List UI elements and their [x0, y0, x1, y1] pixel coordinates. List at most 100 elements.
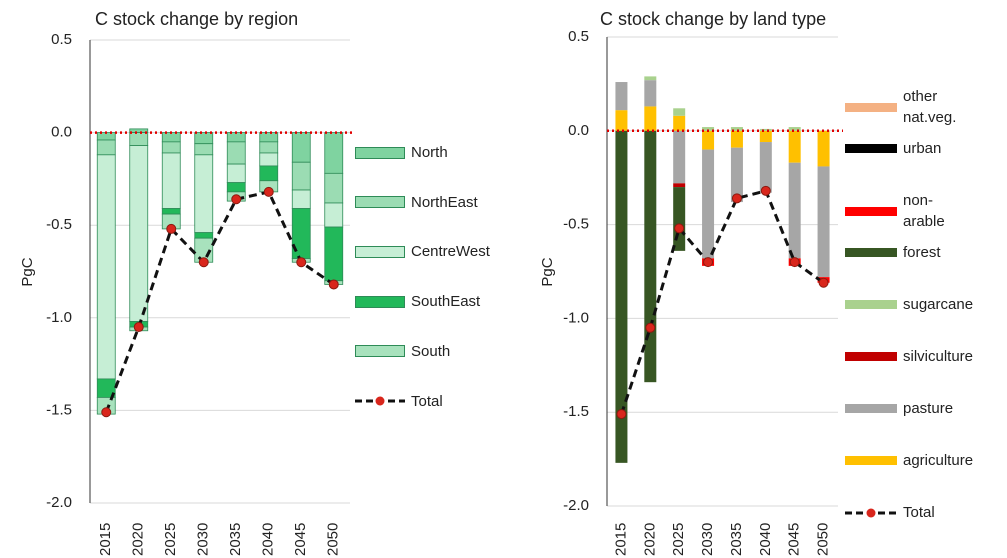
- total-marker: [231, 194, 242, 205]
- bar-segment: [788, 127, 801, 131]
- total-marker: [760, 185, 771, 196]
- legend-label: urban: [903, 140, 942, 157]
- legend-swatch: [845, 508, 897, 517]
- bar-segment: [615, 130, 628, 463]
- legend-item: non-arable: [845, 190, 945, 232]
- bar-segment: [226, 163, 246, 184]
- legend-swatch: [845, 144, 897, 153]
- bar-segment: [759, 130, 772, 143]
- total-marker: [328, 279, 339, 290]
- legend-item: silviculture: [845, 346, 973, 367]
- y-tick-label: -1.5: [46, 401, 72, 418]
- bar-segment: [96, 154, 116, 380]
- y-tick-label: -0.5: [563, 216, 589, 233]
- legend-label: silviculture: [903, 348, 974, 365]
- bar-segment: [673, 130, 686, 184]
- x-tick-label: 2015: [97, 523, 114, 556]
- x-tick-label: 2015: [612, 523, 629, 556]
- total-marker: [645, 322, 656, 333]
- x-tick-label: 2040: [260, 523, 277, 556]
- bar-segment: [759, 142, 772, 193]
- legend-item: other nat.veg.: [845, 86, 956, 128]
- bar-segment: [702, 149, 715, 259]
- total-marker: [703, 257, 714, 268]
- bar-segment: [259, 165, 279, 182]
- legend-label: agriculture: [903, 452, 974, 469]
- legend-label: CentreWest: [411, 243, 490, 261]
- bar-segment: [259, 152, 279, 167]
- bar-segment: [129, 145, 149, 322]
- y-tick-label: -1.0: [46, 309, 72, 326]
- bar-segment: [730, 130, 743, 148]
- y-tick-label: 0.0: [51, 124, 72, 141]
- legend-swatch: [845, 300, 897, 309]
- legend-label: sugarcane: [903, 296, 974, 313]
- legend-label: forest: [903, 244, 941, 261]
- legend-swatch: [355, 295, 405, 308]
- x-tick-label: 2025: [670, 523, 687, 556]
- bar-segment: [673, 187, 686, 251]
- legend-item: Total: [355, 391, 443, 412]
- bar-segment: [644, 130, 657, 383]
- bar-segment: [161, 208, 181, 215]
- y-tick-label: -0.5: [46, 216, 72, 233]
- bar-segment: [129, 132, 149, 146]
- legend-item: forest: [845, 242, 941, 263]
- bar-segment: [226, 182, 246, 193]
- bar-segment: [644, 76, 657, 81]
- x-tick-label: 2030: [699, 523, 716, 556]
- legend-swatch: [845, 404, 897, 413]
- legend-label: other nat.veg.: [903, 88, 957, 126]
- bar-segment: [194, 232, 214, 239]
- bar-segment: [161, 141, 181, 154]
- total-marker: [674, 223, 685, 234]
- bar-segment: [324, 226, 344, 282]
- total-marker: [616, 409, 627, 420]
- bar-segment: [324, 132, 344, 174]
- total-marker: [263, 186, 274, 197]
- y-tick-label: -1.5: [563, 403, 589, 420]
- bar-segment: [730, 147, 743, 203]
- bar-segment: [817, 130, 830, 167]
- legend-label: non-arable: [903, 192, 945, 230]
- total-marker: [789, 257, 800, 268]
- bar-segment: [702, 130, 715, 150]
- bar-segment: [730, 127, 743, 131]
- bar-segment: [673, 183, 686, 188]
- chart-title: C stock change by region: [95, 9, 298, 29]
- legend-item: North: [355, 142, 448, 163]
- total-marker: [818, 277, 829, 288]
- legend-item: sugarcane: [845, 294, 973, 315]
- bar-segment: [324, 202, 344, 228]
- total-line: [620, 189, 825, 415]
- bar-segment: [702, 127, 715, 131]
- bar-segment: [817, 166, 830, 278]
- legend-swatch: [845, 248, 897, 257]
- x-tick-label: 2050: [325, 523, 342, 556]
- legend-item: South: [355, 341, 450, 362]
- legend-item: NorthEast: [355, 192, 478, 213]
- x-tick-label: 2045: [786, 523, 803, 556]
- bar-segment: [644, 80, 657, 107]
- y-tick-label: 0.5: [51, 31, 72, 48]
- total-marker: [101, 407, 112, 418]
- legend-swatch: [355, 245, 405, 258]
- y-tick-label: -1.0: [563, 309, 589, 326]
- x-tick-label: 2020: [130, 523, 147, 556]
- legend-marker: [866, 508, 876, 517]
- bar-segment: [615, 82, 628, 111]
- legend-item: pasture: [845, 398, 953, 419]
- bar-segment: [788, 162, 801, 259]
- legend-label: pasture: [903, 400, 954, 417]
- bar-segment: [194, 154, 214, 234]
- legend-item: urban: [845, 138, 941, 159]
- legend-label: Total: [411, 392, 443, 410]
- bar-segment: [324, 172, 344, 204]
- total-marker: [198, 257, 209, 268]
- legend-label: South: [411, 342, 451, 360]
- bar-segment: [226, 141, 246, 165]
- y-tick-label: 0.5: [568, 28, 589, 45]
- legend-item: CentreWest: [355, 241, 490, 262]
